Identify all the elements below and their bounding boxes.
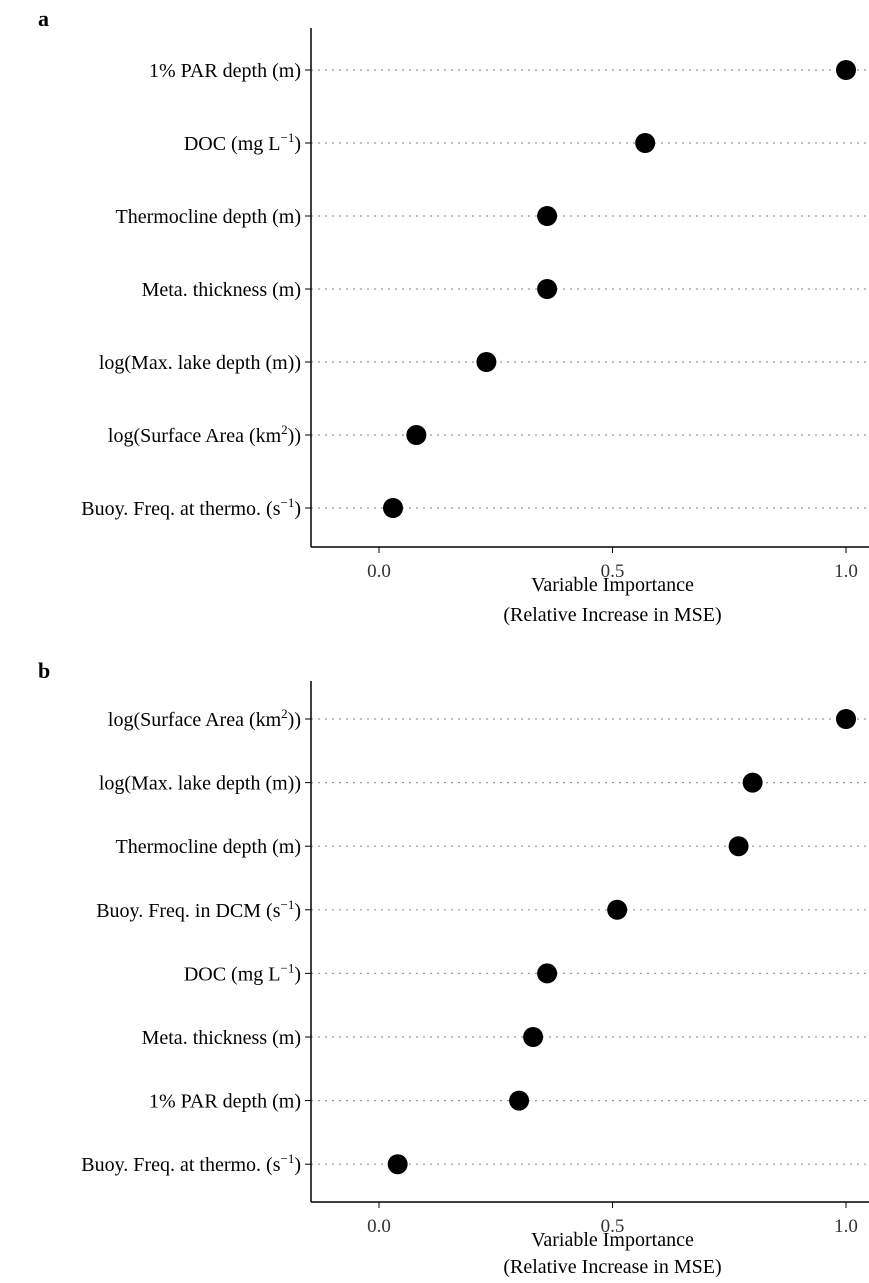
category-label: Buoy. Freq. in DCM (s−1) — [96, 897, 301, 922]
data-point — [728, 836, 749, 857]
category-label: log(Max. lake depth (m)) — [99, 352, 301, 374]
data-point — [537, 206, 558, 226]
category-label: log(Surface Area (km2)) — [108, 706, 301, 731]
data-point — [406, 425, 427, 445]
x-tick-label: 0.0 — [367, 1216, 391, 1237]
data-point — [509, 1090, 530, 1111]
x-tick-label: 0.0 — [367, 561, 391, 582]
category-label: DOC (mg L−1) — [184, 960, 301, 985]
category-label: log(Max. lake depth (m)) — [99, 773, 301, 795]
panel-letter: b — [38, 658, 50, 683]
x-axis-title: Variable Importance — [531, 1229, 694, 1251]
category-label: DOC (mg L−1) — [184, 130, 301, 155]
data-point — [836, 60, 856, 80]
data-point — [537, 279, 558, 299]
category-label: Meta. thickness (m) — [142, 279, 301, 301]
panel-letter: a — [38, 6, 49, 31]
data-point — [476, 352, 497, 372]
data-point — [836, 709, 856, 729]
category-label: log(Surface Area (km2)) — [108, 422, 301, 447]
category-label: 1% PAR depth (m) — [149, 60, 301, 82]
data-point — [537, 963, 558, 984]
data-point — [742, 772, 763, 793]
chart-panel-b: b log(Surface Area (km2)) log(Max. lake de… — [38, 658, 869, 1278]
x-tick-label: 1.0 — [834, 1216, 858, 1237]
data-point — [383, 498, 404, 518]
data-point — [523, 1027, 544, 1047]
x-tick-label: 0.5 — [601, 1216, 625, 1237]
x-axis-subtitle: (Relative Increase in MSE) — [503, 604, 721, 626]
chart-panel-a: a 1% PAR depth (m) DOC (mg L−1) Thermocline… — [38, 6, 869, 626]
category-label: Buoy. Freq. at thermo. (s−1) — [81, 1151, 301, 1176]
category-label: 1% PAR depth (m) — [149, 1091, 301, 1113]
x-axis-subtitle: (Relative Increase in MSE) — [503, 1256, 721, 1278]
category-label: Thermocline depth (m) — [116, 836, 302, 858]
category-label: Meta. thickness (m) — [142, 1027, 301, 1049]
data-point — [607, 899, 628, 920]
data-point — [635, 133, 656, 153]
x-tick-label: 1.0 — [834, 561, 858, 582]
data-point — [387, 1154, 408, 1175]
category-label: Thermocline depth (m) — [116, 206, 302, 228]
x-axis-title: Variable Importance — [531, 574, 694, 596]
category-label: Buoy. Freq. at thermo. (s−1) — [81, 495, 301, 520]
x-tick-label: 0.5 — [601, 561, 625, 582]
